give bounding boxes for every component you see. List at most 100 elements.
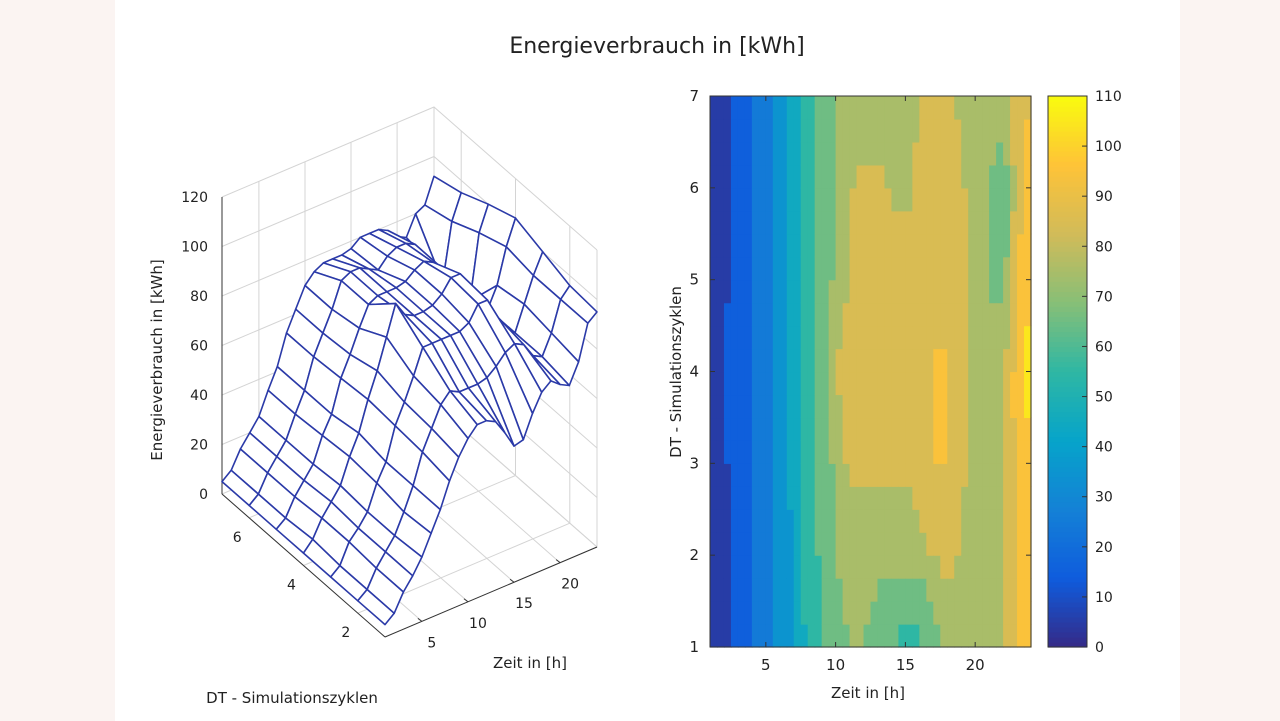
contour-cell: [1017, 509, 1025, 533]
contour-cell: [779, 532, 788, 556]
contour-cell: [933, 233, 941, 258]
contour-cell: [828, 532, 837, 556]
contour-cell: [856, 417, 865, 441]
contour-cell: [1003, 279, 1011, 304]
contour-cell: [786, 118, 795, 143]
contour-cell: [898, 394, 906, 419]
contour-cell: [1017, 417, 1025, 441]
contour-cell: [1010, 555, 1018, 579]
contour-cell: [1010, 532, 1018, 556]
contour-cell: [723, 555, 732, 579]
contour-cell: [947, 233, 955, 258]
contour-cell: [940, 210, 948, 235]
contour-cell: [926, 624, 934, 648]
contour-cell: [835, 371, 844, 396]
contour-cell: [849, 279, 858, 304]
contour-cell: [1003, 348, 1011, 373]
contour-cell: [765, 302, 774, 327]
contour-cell: [982, 440, 990, 464]
contour-cell: [842, 371, 851, 396]
contour-cell: [828, 417, 837, 441]
contour-cell: [884, 555, 893, 579]
contour-cell: [779, 256, 788, 281]
contour-cell: [737, 578, 746, 602]
z-tick-label: 60: [190, 339, 208, 355]
contour-cell: [772, 164, 781, 189]
colorbar-segment: [1048, 171, 1087, 177]
contour-cell: [877, 486, 886, 510]
contour-cell: [961, 371, 969, 396]
contour-cell: [933, 509, 941, 533]
contour-cell: [891, 141, 900, 166]
contour-cell: [737, 210, 746, 235]
contour-cell: [1003, 96, 1011, 120]
contour-cell: [940, 555, 948, 579]
contour-cell: [751, 348, 760, 373]
contour-cell: [730, 279, 739, 304]
contour-cell: [821, 578, 830, 602]
contour-cell: [1003, 394, 1011, 419]
colorbar-segment: [1048, 316, 1087, 323]
contour-cell: [849, 555, 858, 579]
contour-cell: [716, 486, 725, 510]
contour-cell: [870, 509, 879, 533]
contour-cell: [891, 279, 900, 304]
contour-cell: [982, 141, 990, 166]
contour-cell: [716, 118, 725, 143]
contour-cell: [786, 325, 795, 350]
contour-cell: [905, 164, 913, 189]
contour-cell: [807, 325, 816, 350]
contour-cell: [1017, 164, 1025, 189]
contour-cell: [772, 463, 781, 487]
contour-y-tick-label: 1: [689, 638, 699, 656]
contour-cell: [828, 371, 837, 396]
contour-cell: [723, 164, 732, 189]
contour-cell: [856, 279, 865, 304]
contour-cell: [877, 325, 886, 350]
contour-cell: [800, 210, 809, 235]
contour-cell: [975, 463, 983, 487]
colorbar-segment: [1048, 156, 1087, 162]
contour-cell: [954, 555, 962, 579]
contour-cell: [737, 164, 746, 189]
contour-cell: [968, 96, 976, 120]
contour-cell: [975, 394, 983, 419]
contour-cell: [807, 463, 816, 487]
contour-cell: [884, 601, 893, 625]
contour-cell: [751, 256, 760, 281]
contour-cell: [919, 210, 927, 235]
colorbar: 0 10 20 30 40 50 60 70 80 90 100 110: [1047, 89, 1122, 656]
contour-cell: [989, 486, 997, 510]
contour-cell: [968, 302, 976, 327]
contour-cell: [891, 164, 900, 189]
contour-cell: [870, 279, 879, 304]
contour-cell: [1024, 371, 1032, 396]
contour-cell: [919, 256, 927, 281]
contour-cell: [772, 394, 781, 419]
contour-cell: [779, 187, 788, 212]
contour-cell: [744, 348, 753, 373]
contour-cell: [863, 555, 872, 579]
contour-y-tick-label: 4: [689, 363, 699, 381]
contour-cell: [828, 325, 837, 350]
contour-cell: [821, 325, 830, 350]
contour-cell: [898, 371, 906, 396]
contour-cell: [870, 371, 879, 396]
contour-cell: [786, 210, 795, 235]
contour-cell: [842, 210, 851, 235]
contour-cell: [856, 233, 865, 258]
contour-cell: [842, 509, 851, 533]
contour-cell: [940, 463, 948, 487]
contour-cell: [863, 371, 872, 396]
contour-cell: [1024, 440, 1032, 464]
contour-cell: [807, 624, 816, 648]
contour-cell: [800, 555, 809, 579]
colorbar-segment: [1048, 146, 1087, 152]
colorbar-segment: [1048, 161, 1087, 167]
contour-cell: [968, 417, 976, 441]
contour-cell: [786, 555, 795, 579]
contour-cell: [786, 141, 795, 166]
contour-cell: [716, 601, 725, 625]
colorbar-segment: [1048, 391, 1087, 398]
contour-cell: [737, 486, 746, 510]
